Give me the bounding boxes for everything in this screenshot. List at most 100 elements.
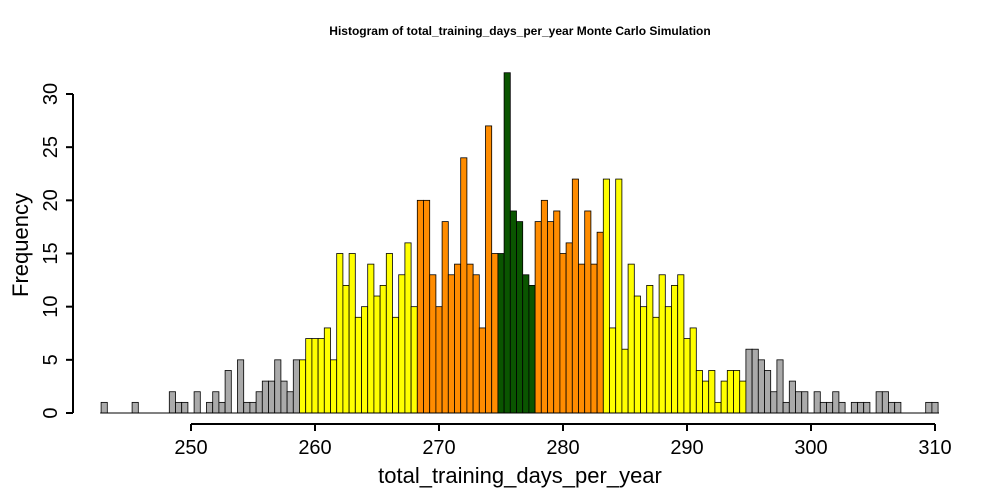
chart-title: Histogram of total_training_days_per_yea… [329, 24, 710, 38]
histogram-bar [392, 316, 400, 414]
histogram-bar [423, 199, 431, 414]
histogram-bar [881, 391, 889, 414]
histogram-bar [702, 380, 710, 414]
histogram-bar [770, 391, 778, 414]
histogram-bar [733, 370, 741, 414]
histogram-bar [373, 295, 381, 414]
histogram-bar [850, 401, 858, 414]
histogram-bar [311, 338, 319, 414]
histogram-bar [726, 370, 734, 414]
histogram-bar [888, 401, 896, 414]
histogram-bar [460, 157, 468, 414]
histogram-bar [447, 274, 455, 414]
x-tick-label: 250 [174, 437, 207, 459]
histogram-bar [671, 284, 679, 414]
histogram-bar [410, 306, 418, 414]
histogram-bar [838, 401, 846, 414]
histogram-bar [609, 327, 617, 414]
histogram-bar [218, 401, 226, 414]
x-axis: 250 260 270 280 290 300 310 [174, 423, 952, 459]
histogram-bar [509, 210, 517, 414]
histogram-bar [299, 359, 307, 414]
histogram-bar [206, 401, 214, 414]
histogram-bar [764, 370, 772, 414]
histogram-bar [621, 348, 629, 414]
y-axis: 0 5 10 15 20 25 30 [40, 83, 74, 419]
histogram-bar [540, 199, 548, 414]
histogram-bar [627, 263, 635, 414]
histogram-bar [435, 306, 443, 414]
histogram-bar [640, 306, 648, 414]
y-tick-label: 25 [40, 136, 62, 158]
histogram-bar [925, 401, 933, 414]
histogram-bar [571, 178, 579, 414]
x-tick-label: 310 [918, 437, 951, 459]
histogram-bar [175, 401, 183, 414]
histogram-bar [826, 401, 834, 414]
histogram-bar [751, 348, 759, 414]
histogram-bar [801, 391, 809, 414]
x-tick-label: 280 [546, 437, 579, 459]
histogram-bar [819, 401, 827, 414]
histogram-bar [367, 263, 375, 414]
histogram-bar [683, 338, 691, 414]
y-tick-label: 5 [40, 354, 62, 365]
histogram-bar [280, 380, 288, 414]
histogram-bar [528, 284, 536, 414]
histogram-bar [292, 359, 300, 414]
histogram-bar [745, 348, 753, 414]
histogram-bar [875, 391, 883, 414]
histogram-bar [379, 284, 387, 414]
histogram-bar [695, 370, 703, 414]
histogram-bar [243, 401, 251, 414]
histogram-bar [255, 391, 263, 414]
histogram-bar [354, 316, 362, 414]
histogram-bar [330, 359, 338, 414]
histogram-bar [404, 242, 412, 414]
histogram-bar [857, 401, 865, 414]
histogram-bar [336, 253, 344, 414]
histogram-bar [664, 306, 672, 414]
histogram-bar [503, 72, 511, 414]
histogram-bar [274, 359, 282, 414]
histogram-bar [323, 327, 331, 414]
histogram-bar [385, 253, 393, 414]
histogram-bar [398, 274, 406, 414]
y-tick-label: 20 [40, 189, 62, 211]
histogram-bar [652, 316, 660, 414]
histogram-bar [522, 274, 530, 414]
y-tick-label: 30 [40, 83, 62, 105]
histogram-bar [788, 380, 796, 414]
histogram-bar [317, 338, 325, 414]
histogram-bar [472, 274, 480, 414]
histogram-bar [832, 391, 840, 414]
histogram-bar [578, 263, 586, 414]
histogram-bar [342, 284, 350, 414]
histogram-bar [565, 242, 573, 414]
x-axis-label: total_training_days_per_year [378, 463, 662, 488]
histogram-bars [100, 72, 939, 414]
histogram-bar [478, 327, 486, 414]
histogram-bar [429, 274, 437, 414]
histogram-bar [689, 327, 697, 414]
histogram-bar [286, 391, 294, 414]
histogram-bar [615, 178, 623, 414]
histogram-bar [261, 380, 269, 414]
histogram-bar [348, 253, 356, 414]
histogram-bar [776, 359, 784, 414]
histogram-bar [559, 253, 567, 414]
histogram-bar [168, 391, 176, 414]
histogram-bar [782, 401, 790, 414]
histogram-bar [497, 253, 505, 414]
histogram-bar [547, 221, 555, 414]
histogram-bar [268, 380, 276, 414]
histogram-bar [131, 401, 139, 414]
y-tick-label: 15 [40, 242, 62, 264]
x-tick-label: 290 [670, 437, 703, 459]
y-tick-label: 0 [40, 407, 62, 418]
histogram-bar [658, 274, 666, 414]
histogram-bar [720, 380, 728, 414]
histogram-bar [361, 306, 369, 414]
histogram-bar [454, 263, 462, 414]
x-tick-label: 270 [422, 437, 455, 459]
